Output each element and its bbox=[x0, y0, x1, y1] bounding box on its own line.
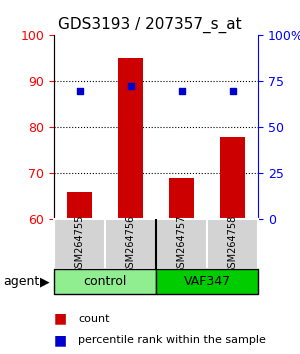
Text: GSM264758: GSM264758 bbox=[227, 215, 238, 274]
Text: VAF347: VAF347 bbox=[183, 275, 231, 288]
Text: percentile rank within the sample: percentile rank within the sample bbox=[78, 335, 266, 345]
Bar bbox=[169, 178, 194, 219]
Text: ▶: ▶ bbox=[40, 275, 50, 288]
Bar bbox=[220, 137, 245, 219]
Text: GSM264756: GSM264756 bbox=[125, 215, 136, 274]
Text: GSM264755: GSM264755 bbox=[74, 215, 85, 274]
Point bbox=[128, 83, 133, 89]
Bar bbox=[118, 58, 143, 219]
Text: control: control bbox=[83, 275, 127, 288]
FancyBboxPatch shape bbox=[207, 219, 258, 269]
Text: GDS3193 / 207357_s_at: GDS3193 / 207357_s_at bbox=[58, 17, 242, 33]
FancyBboxPatch shape bbox=[156, 269, 258, 294]
Text: ■: ■ bbox=[54, 312, 67, 326]
Text: agent: agent bbox=[3, 275, 39, 288]
FancyBboxPatch shape bbox=[156, 219, 207, 269]
Point bbox=[179, 88, 184, 93]
Bar bbox=[67, 192, 92, 219]
FancyBboxPatch shape bbox=[54, 269, 156, 294]
Point bbox=[77, 88, 82, 93]
Point bbox=[230, 88, 235, 93]
Text: count: count bbox=[78, 314, 110, 324]
FancyBboxPatch shape bbox=[54, 219, 105, 269]
FancyBboxPatch shape bbox=[105, 219, 156, 269]
Text: GSM264757: GSM264757 bbox=[176, 215, 187, 274]
Text: ■: ■ bbox=[54, 333, 67, 347]
